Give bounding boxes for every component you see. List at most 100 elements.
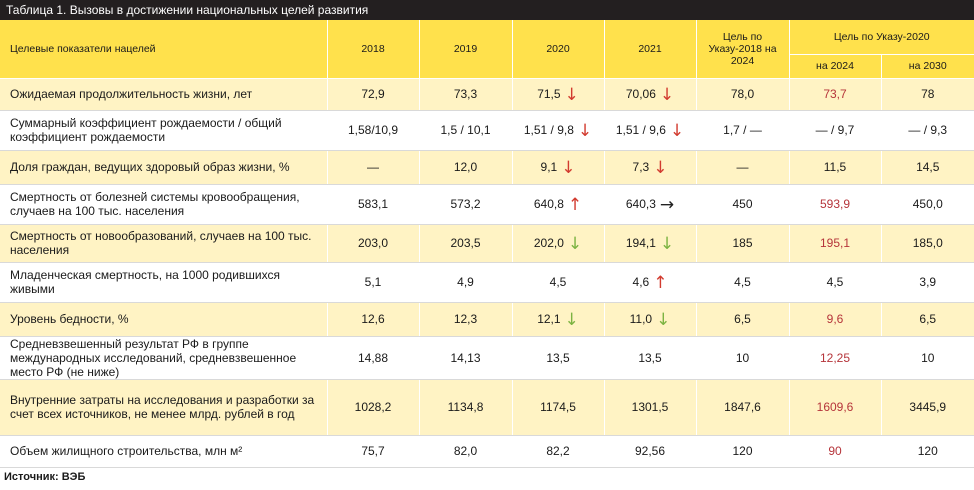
- cell-2020-value: 1174,5: [540, 400, 576, 414]
- cell-2018: 72,9: [327, 78, 420, 111]
- cell-2018-value: 203,0: [357, 236, 389, 250]
- cell-2019: 203,5: [419, 224, 513, 263]
- cell-goal-2030-value: 120: [917, 444, 938, 458]
- cell-2020-value: 202,0: [533, 236, 564, 250]
- cell-goal-2018-value: —: [736, 160, 749, 174]
- cell-2021-value: 7,3: [632, 160, 650, 174]
- arrow-down-icon: ↓: [653, 158, 668, 178]
- cell-goal-2024: 195,1: [789, 224, 882, 263]
- cell-goal-2030: 14,5: [881, 150, 974, 185]
- cell-goal-2024-value: 593,9: [819, 197, 851, 211]
- cell-2021: 4,6 ↑: [604, 262, 697, 303]
- indicator-cell: Средневзвешенный результат РФ в группе м…: [0, 336, 328, 380]
- cell-2021-value: 70,06: [625, 87, 656, 101]
- cell-goal-2024: 4,5: [789, 262, 882, 303]
- cell-2021-value: 1301,5: [631, 400, 669, 414]
- cell-2019-value: 12,0: [453, 160, 478, 174]
- cell-goal-2030-value: — / 9,3: [908, 123, 948, 137]
- cell-2020-value: 4,5: [549, 275, 567, 289]
- table-row: Средневзвешенный результат РФ в группе м…: [0, 336, 974, 380]
- arrow-down-icon: ↓: [564, 310, 579, 330]
- cell-goal-2024: 1609,6: [789, 379, 882, 436]
- cell-2019: 14,13: [419, 336, 513, 380]
- indicator-cell-value: Младенческая смертность, на 1000 родивши…: [10, 268, 280, 296]
- arrow-down-icon: ↓: [659, 85, 675, 105]
- cell-goal-2018: 1847,6: [696, 379, 790, 436]
- cell-2021: 13,5: [604, 336, 697, 380]
- cell-2021-value: 11,0: [629, 312, 653, 326]
- header-goal-2020-2030: на 2030: [881, 54, 974, 79]
- cell-2018-value: 1,58/10,9: [347, 123, 399, 137]
- cell-goal-2018: 120: [696, 435, 790, 468]
- cell-goal-2018: —: [696, 150, 790, 185]
- cell-2021: 11,0 ↓: [604, 302, 697, 337]
- cell-2018-value: 583,1: [357, 197, 389, 211]
- cell-2018: 75,7: [327, 435, 420, 468]
- cell-2019-value: 4,9: [457, 275, 474, 289]
- cell-2021: 1301,5: [604, 379, 697, 436]
- indicator-cell: Объем жилищного строительства, млн м²: [0, 435, 328, 468]
- cell-2020: 9,1 ↓: [512, 150, 605, 185]
- arrow-down-icon: ↓: [659, 234, 675, 254]
- cell-2019: 1134,8: [419, 379, 513, 436]
- cell-2021: 194,1 ↓: [604, 224, 697, 263]
- indicator-cell: Младенческая смертность, на 1000 родивши…: [0, 262, 328, 303]
- cell-goal-2030-value: 10: [921, 350, 935, 365]
- cell-goal-2030-value: 3445,9: [909, 400, 947, 414]
- cell-goal-2024-value: 12,25: [819, 350, 851, 365]
- cell-goal-2024: 11,5: [789, 150, 882, 185]
- cell-2019: 4,9: [419, 262, 513, 303]
- cell-goal-2030: 10: [881, 336, 974, 380]
- indicator-cell-value: Внутренние затраты на исследования и раз…: [10, 393, 315, 421]
- cell-2020-value: 1,51 / 9,8: [523, 123, 574, 137]
- cell-2019-value: 14,13: [450, 350, 481, 365]
- indicator-cell: Уровень бедности, %: [0, 302, 328, 337]
- indicator-cell: Доля граждан, ведущих здоровый образ жиз…: [0, 150, 328, 185]
- cell-2020: 1174,5: [512, 379, 605, 436]
- table-row: Младенческая смертность, на 1000 родивши…: [0, 262, 974, 303]
- cell-goal-2030-value: 3,9: [919, 275, 937, 289]
- cell-2020: 82,2: [512, 435, 605, 468]
- cell-goal-2018: 4,5: [696, 262, 790, 303]
- table-row: Суммарный коэффициент рождаемости / общи…: [0, 110, 974, 151]
- cell-2020-value: 12,1: [537, 312, 561, 326]
- header-indicator: Целевые показатели нацелей: [0, 20, 328, 79]
- cell-2021-value: 640,3: [625, 197, 656, 211]
- cell-goal-2018: 1,7 / —: [696, 110, 790, 151]
- cell-goal-2024-value: 195,1: [819, 236, 851, 250]
- cell-goal-2018: 185: [696, 224, 790, 263]
- cell-goal-2024-value: 1609,6: [816, 400, 854, 414]
- cell-2019-value: 12,3: [453, 312, 478, 326]
- cell-2018-value: 5,1: [364, 275, 382, 289]
- cell-2020: 202,0 ↓: [512, 224, 605, 263]
- cell-goal-2024: 9,6: [789, 302, 882, 337]
- cell-2018-value: 1028,2: [354, 400, 392, 414]
- cell-2021-value: 194,1: [625, 236, 656, 250]
- cell-goal-2018: 78,0: [696, 78, 790, 111]
- cell-2021: 70,06 ↓: [604, 78, 697, 111]
- cell-goal-2030: 6,5: [881, 302, 974, 337]
- cell-goal-2018: 6,5: [696, 302, 790, 337]
- cell-2018: 583,1: [327, 184, 420, 225]
- cell-goal-2018-value: 450: [732, 197, 753, 211]
- cell-2021-value: 1,51 / 9,6: [615, 123, 666, 137]
- cell-goal-2024-value: 73,7: [823, 87, 847, 101]
- cell-2019-value: 73,3: [453, 87, 478, 101]
- table-row: Ожидаемая продолжительность жизни, лет 72…: [0, 78, 974, 111]
- indicator-cell-value: Объем жилищного строительства, млн м²: [10, 444, 243, 458]
- cell-goal-2018-value: 120: [732, 444, 753, 458]
- header-goal-2018: Цель по Указу-2018 на 2024: [696, 20, 790, 79]
- cell-goal-2018-value: 10: [735, 350, 750, 365]
- table-row: Внутренние затраты на исследования и раз…: [0, 379, 974, 436]
- cell-2019: 12,0: [419, 150, 513, 185]
- cell-2019-value: 1,5 / 10,1: [440, 123, 491, 137]
- cell-2020-value: 9,1: [540, 160, 558, 174]
- indicator-cell-value: Доля граждан, ведущих здоровый образ жиз…: [10, 160, 290, 174]
- cell-2018-value: —: [367, 160, 379, 174]
- table-row: Объем жилищного строительства, млн м² 75,…: [0, 435, 974, 468]
- cell-goal-2030: 120: [881, 435, 974, 468]
- cell-2021: 1,51 / 9,6 ↓: [604, 110, 697, 151]
- cell-2020-value: 640,8: [533, 197, 564, 211]
- cell-2018-value: 12,6: [361, 312, 385, 326]
- cell-2019: 82,0: [419, 435, 513, 468]
